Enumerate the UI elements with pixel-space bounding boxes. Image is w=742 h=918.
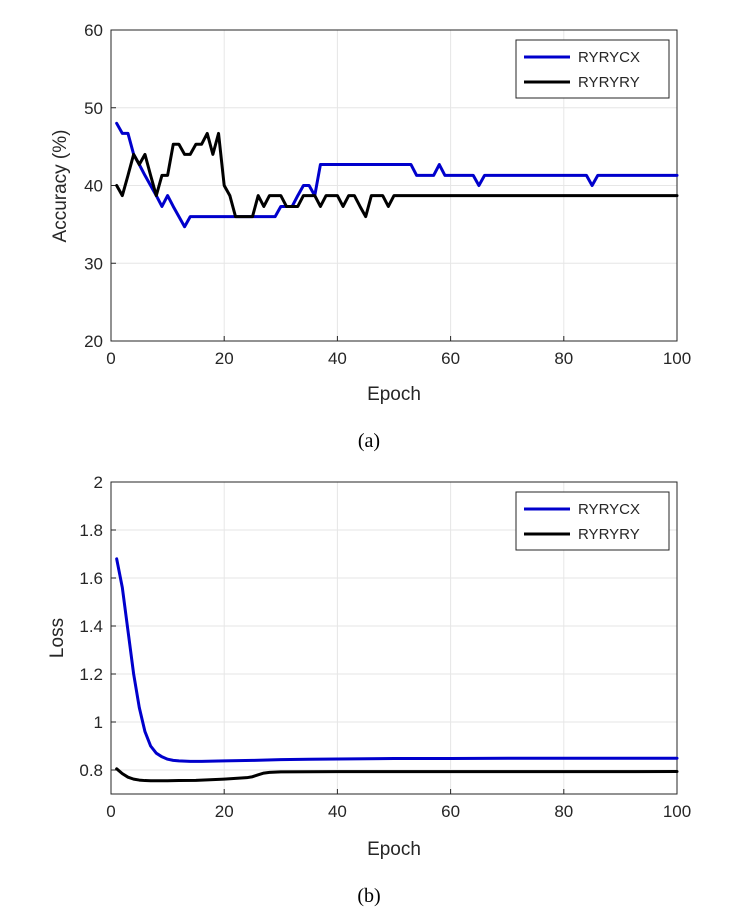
caption-a: (a) <box>358 430 380 452</box>
caption-b: (b) <box>357 885 380 907</box>
loss-ytick-label: 1.6 <box>79 569 103 588</box>
loss-xlabel: Epoch <box>367 839 421 860</box>
accuracy-line-ryrycx <box>115 121 679 229</box>
loss-axes-frame <box>110 481 678 795</box>
loss-ylabel: Loss <box>47 618 68 658</box>
loss-xtick-label: 0 <box>106 802 115 821</box>
accuracy-ytick-label: 60 <box>84 21 103 40</box>
loss-xtick-label: 80 <box>554 802 573 821</box>
loss-ytick-label: 1.8 <box>79 521 103 540</box>
loss-xtick-label: 60 <box>441 802 460 821</box>
loss-line-ryrycx <box>115 557 679 763</box>
accuracy-ytick-label: 30 <box>84 254 103 273</box>
accuracy-xtick-label: 80 <box>554 349 573 368</box>
accuracy-legend-label-ryryry: RYRYRY <box>578 74 640 91</box>
accuracy-ytick-label: 50 <box>84 99 103 118</box>
loss-legend-box <box>515 491 670 551</box>
loss-xtick-label: 40 <box>328 802 347 821</box>
loss-legend-label-ryryry: RYRYRY <box>578 526 640 543</box>
loss-legend: RYRYCX RYRYRY <box>515 491 670 551</box>
accuracy-ylabel: Accuracy (%) <box>50 130 71 243</box>
accuracy-ytick-label: 20 <box>84 332 103 351</box>
loss-xtick-label: 20 <box>215 802 234 821</box>
loss-ytick-label: 1.4 <box>79 617 103 636</box>
loss-chart: 0 20 40 60 80 100 0.8 1 1.2 1.4 1.6 1.8 2 Epoch Loss… <box>47 473 691 907</box>
accuracy-ytick-label: 40 <box>84 177 103 196</box>
accuracy-legend: RYRYCX RYRYRY <box>515 39 670 99</box>
loss-line-ryryry <box>115 767 679 783</box>
loss-series <box>115 557 679 783</box>
accuracy-xtick-label: 40 <box>328 349 347 368</box>
accuracy-legend-box <box>515 39 670 99</box>
loss-xtick-label: 100 <box>663 802 691 821</box>
loss-ticks: 0 20 40 60 80 100 0.8 1 1.2 1.4 1.6 1.8 2 <box>79 473 691 821</box>
accuracy-series <box>115 121 679 229</box>
loss-ytick-label: 0.8 <box>79 761 103 780</box>
loss-ytick-label: 2 <box>94 473 103 492</box>
accuracy-xtick-label: 0 <box>106 349 115 368</box>
accuracy-legend-label-ryrycx: RYRYCX <box>578 49 640 66</box>
loss-ytick-label: 1.2 <box>79 665 103 684</box>
accuracy-xtick-label: 100 <box>663 349 691 368</box>
accuracy-line-ryryry <box>115 131 679 219</box>
loss-legend-label-ryrycx: RYRYCX <box>578 501 640 518</box>
loss-ytick-label: 1 <box>94 713 103 732</box>
accuracy-xtick-label: 20 <box>215 349 234 368</box>
accuracy-xlabel: Epoch <box>367 384 421 405</box>
accuracy-xtick-label: 60 <box>441 349 460 368</box>
